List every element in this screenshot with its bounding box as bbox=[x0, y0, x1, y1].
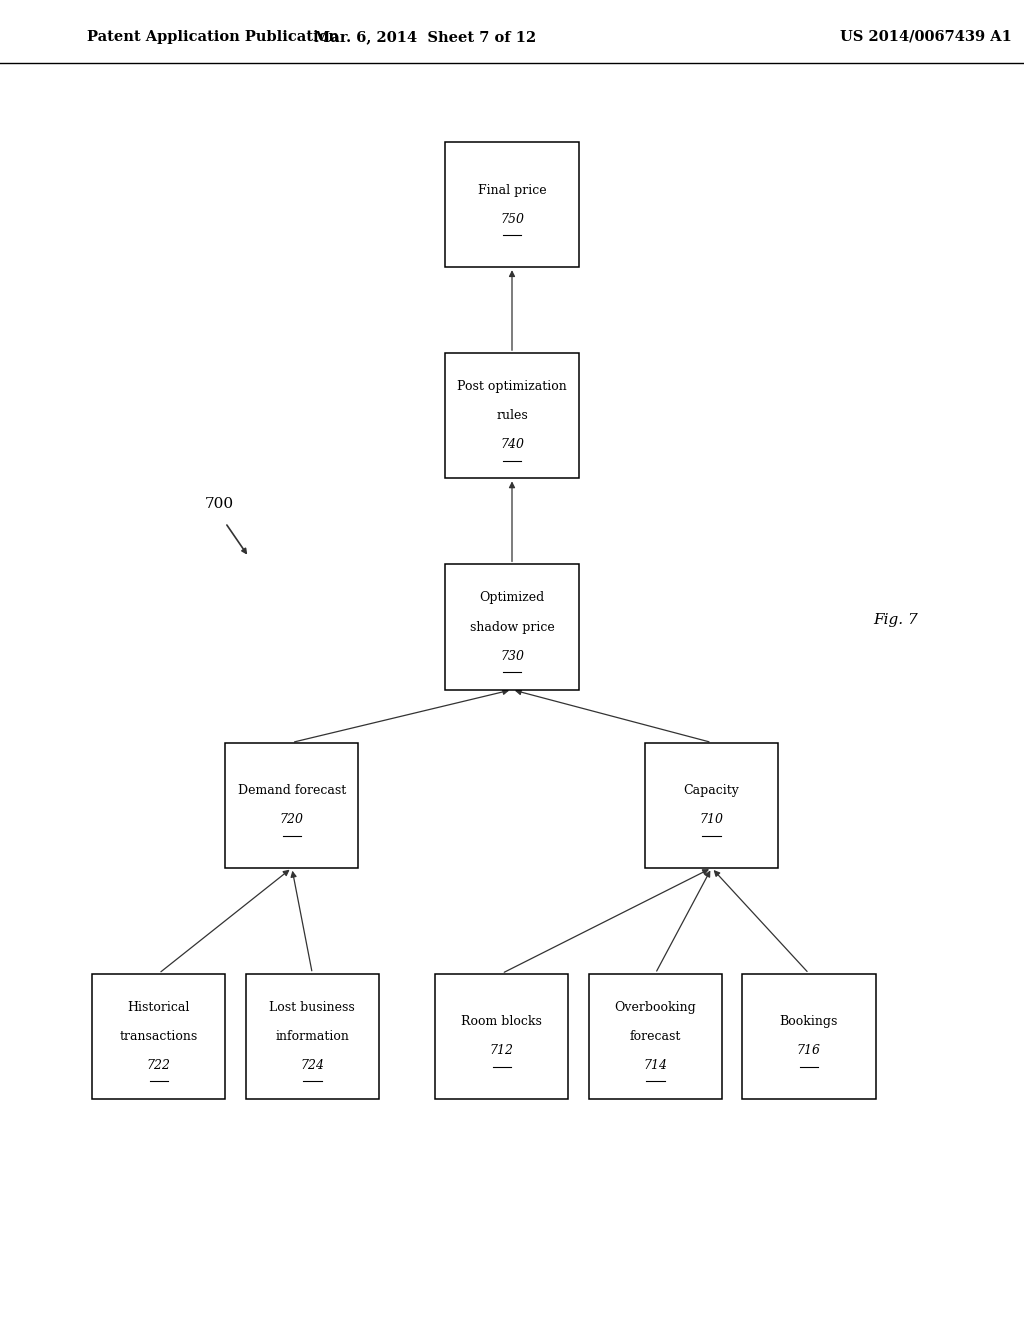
FancyBboxPatch shape bbox=[246, 974, 379, 1098]
Text: 750: 750 bbox=[500, 213, 524, 226]
Text: Fig. 7: Fig. 7 bbox=[873, 614, 919, 627]
Text: Optimized: Optimized bbox=[479, 591, 545, 605]
Text: US 2014/0067439 A1: US 2014/0067439 A1 bbox=[840, 30, 1012, 44]
Text: information: information bbox=[275, 1030, 349, 1043]
FancyBboxPatch shape bbox=[435, 974, 568, 1098]
Text: Lost business: Lost business bbox=[269, 1001, 355, 1014]
FancyBboxPatch shape bbox=[92, 974, 225, 1098]
Text: Demand forecast: Demand forecast bbox=[238, 784, 346, 797]
Text: shadow price: shadow price bbox=[470, 620, 554, 634]
Text: Post optimization: Post optimization bbox=[457, 380, 567, 393]
Text: Bookings: Bookings bbox=[779, 1015, 839, 1028]
Text: rules: rules bbox=[496, 409, 528, 422]
Text: 720: 720 bbox=[280, 813, 304, 826]
Text: Overbooking: Overbooking bbox=[614, 1001, 696, 1014]
FancyBboxPatch shape bbox=[445, 143, 579, 267]
Text: Patent Application Publication: Patent Application Publication bbox=[87, 30, 339, 44]
Text: Mar. 6, 2014  Sheet 7 of 12: Mar. 6, 2014 Sheet 7 of 12 bbox=[313, 30, 537, 44]
Text: 700: 700 bbox=[205, 498, 233, 511]
FancyBboxPatch shape bbox=[445, 352, 579, 478]
Text: 712: 712 bbox=[489, 1044, 514, 1057]
Text: Capacity: Capacity bbox=[684, 784, 739, 797]
FancyBboxPatch shape bbox=[589, 974, 722, 1098]
FancyBboxPatch shape bbox=[225, 742, 358, 869]
FancyBboxPatch shape bbox=[742, 974, 876, 1098]
Text: Final price: Final price bbox=[477, 183, 547, 197]
Text: 710: 710 bbox=[699, 813, 724, 826]
Text: 730: 730 bbox=[500, 649, 524, 663]
Text: 714: 714 bbox=[643, 1059, 668, 1072]
Text: transactions: transactions bbox=[120, 1030, 198, 1043]
FancyBboxPatch shape bbox=[445, 565, 579, 689]
Text: Room blocks: Room blocks bbox=[462, 1015, 542, 1028]
FancyBboxPatch shape bbox=[645, 742, 778, 869]
Text: Historical: Historical bbox=[128, 1001, 189, 1014]
Text: 722: 722 bbox=[146, 1059, 171, 1072]
Text: 724: 724 bbox=[300, 1059, 325, 1072]
Text: 716: 716 bbox=[797, 1044, 821, 1057]
Text: forecast: forecast bbox=[630, 1030, 681, 1043]
Text: 740: 740 bbox=[500, 438, 524, 451]
